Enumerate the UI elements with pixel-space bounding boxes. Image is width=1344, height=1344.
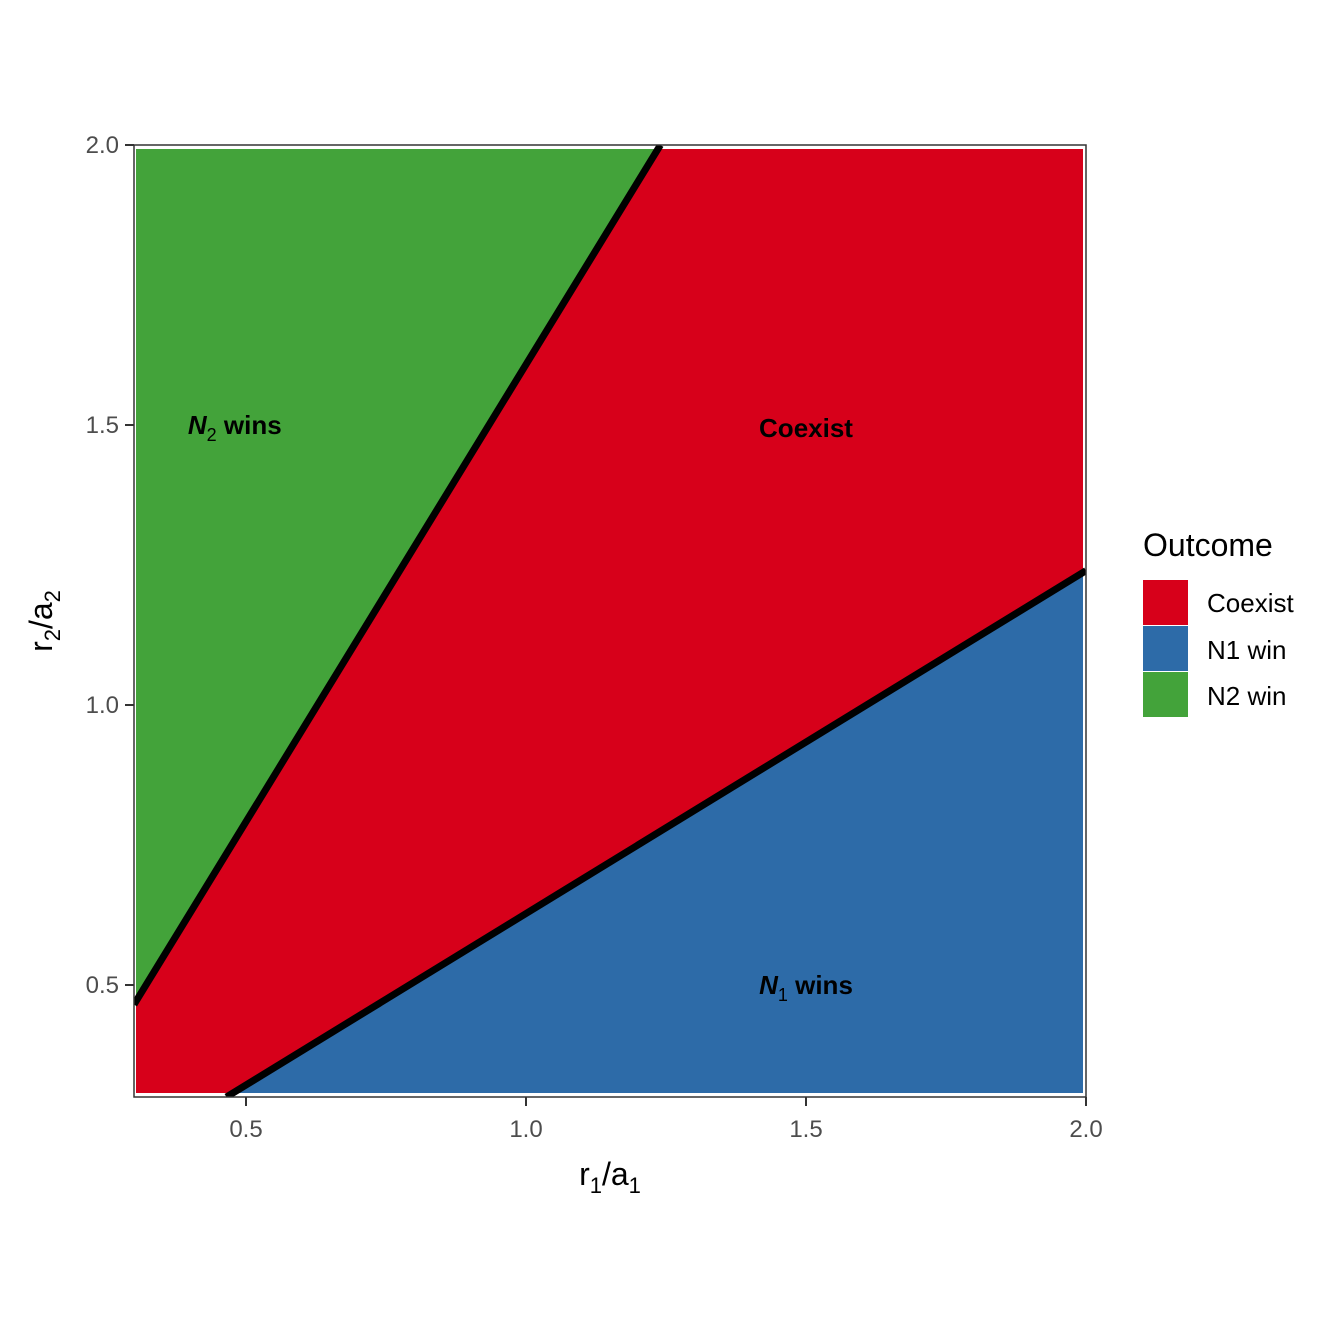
legend-label-n2-win: N2 win	[1207, 681, 1286, 711]
region-label-n1-rest: wins	[788, 970, 853, 1000]
y-axis-title-base2: a	[23, 602, 59, 620]
legend-label-n1-win: N1 win	[1207, 635, 1286, 665]
y-axis-title-sub: 2	[40, 629, 65, 641]
region-label-n1-sub: 1	[778, 985, 788, 1005]
plot-regions	[136, 149, 1083, 1093]
region-label-n2-rest: wins	[217, 410, 282, 440]
x-axis-title-sub: 1	[590, 1173, 602, 1198]
region-label-n2-base: N	[188, 410, 208, 440]
region-label-n2-wins: N2 wins	[188, 410, 282, 445]
legend: Outcome Coexist N1 win N2 win	[1143, 527, 1294, 717]
legend-title: Outcome	[1143, 527, 1273, 563]
y-tick-label: 0.5	[86, 972, 119, 999]
x-tick-label: 0.5	[229, 1116, 262, 1143]
legend-label-coexist: Coexist	[1207, 588, 1294, 618]
y-tick-label: 1.5	[86, 412, 119, 439]
region-label-n1-wins: N1 wins	[759, 970, 853, 1005]
y-axis-title-sub2: 2	[40, 590, 65, 602]
boundary-lines	[134, 145, 1086, 1097]
region-label-n2-sub: 2	[207, 425, 217, 445]
y-axis-title-base: r	[23, 641, 59, 652]
x-axis-title: r1/a1	[579, 1156, 641, 1198]
legend-key-n1-win	[1143, 626, 1188, 671]
x-tick-label: 1.5	[789, 1116, 822, 1143]
x-tick-label: 2.0	[1069, 1116, 1102, 1143]
y-tick-label: 2.0	[86, 132, 119, 159]
panel-border	[133, 144, 1087, 1098]
legend-key-coexist	[1143, 580, 1188, 625]
y-axis-title-sep: /	[23, 620, 59, 629]
region-label-n1-base: N	[759, 970, 779, 1000]
boundary-line-lower	[224, 567, 1086, 1097]
legend-key-n2-win	[1143, 672, 1188, 717]
y-axis: 0.5 1.0 1.5 2.0	[86, 132, 134, 999]
y-axis-title: r2/a2	[23, 590, 65, 652]
x-axis: 0.5 1.0 1.5 2.0	[229, 1097, 1103, 1143]
x-axis-title-base: r	[579, 1156, 590, 1192]
x-axis-title-sep: /	[602, 1156, 611, 1192]
x-axis-title-base2: a	[611, 1156, 629, 1192]
x-tick-label: 1.0	[509, 1116, 542, 1143]
boundary-line-upper	[134, 145, 664, 1007]
y-tick-label: 1.0	[86, 692, 119, 719]
x-axis-title-sub2: 1	[629, 1173, 641, 1198]
region-label-coexist: Coexist	[759, 413, 853, 443]
